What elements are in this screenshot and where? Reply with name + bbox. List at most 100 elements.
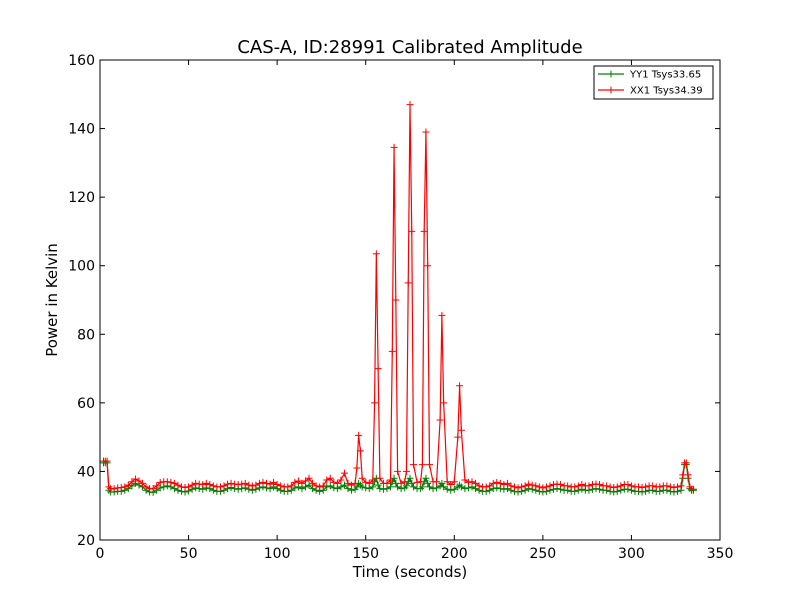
data-point <box>319 482 327 490</box>
data-point <box>121 483 129 491</box>
data-point <box>642 483 650 491</box>
data-point <box>578 480 586 488</box>
data-point <box>376 474 384 482</box>
data-point <box>422 474 430 482</box>
data-point <box>177 483 185 491</box>
data-point <box>525 480 533 488</box>
chart-title: CAS-A, ID:28991 Calibrated Amplitude <box>237 37 582 58</box>
data-point <box>216 483 224 491</box>
data-point <box>390 143 398 151</box>
data-point <box>358 483 366 491</box>
plot-frame <box>99 59 721 541</box>
legend-label: XX1 Tsys34.39 <box>630 86 703 97</box>
data-point <box>394 483 402 491</box>
y-axis-label: Power in Kelvin <box>43 243 61 357</box>
data-point <box>518 483 526 491</box>
data-point <box>532 482 540 490</box>
data-point <box>224 480 232 488</box>
data-point <box>305 481 313 489</box>
data-point <box>417 478 425 486</box>
data-point <box>606 483 614 491</box>
data-point <box>503 479 511 487</box>
legend-label: YY1 Tsys33.65 <box>629 70 701 81</box>
data-point <box>684 471 692 479</box>
x-tick-label: 50 <box>180 546 198 562</box>
y-tick-label: 40 <box>77 464 95 480</box>
data-point <box>156 478 164 486</box>
data-point <box>438 311 446 319</box>
data-point <box>682 459 690 467</box>
data-point <box>535 483 543 491</box>
legend-marker <box>607 70 615 78</box>
data-point <box>206 480 214 488</box>
data-point <box>174 481 182 489</box>
data-point <box>546 482 554 490</box>
x-tick-label: 0 <box>96 546 105 562</box>
data-point <box>440 483 448 491</box>
data-point <box>397 479 405 487</box>
data-point <box>464 478 472 486</box>
data-point <box>418 461 426 469</box>
data-point <box>245 481 253 489</box>
data-point <box>326 482 334 490</box>
data-point <box>248 482 256 490</box>
data-point <box>635 483 643 491</box>
data-point <box>596 480 604 488</box>
y-tick-label: 100 <box>68 259 95 275</box>
data-point <box>521 482 529 490</box>
x-tick-label: 350 <box>707 546 734 562</box>
data-point <box>185 483 193 491</box>
data-point <box>142 483 150 491</box>
data-point <box>557 480 565 488</box>
data-point <box>372 250 380 258</box>
data-point <box>450 478 458 486</box>
data-point <box>284 483 292 491</box>
data-point <box>454 433 462 441</box>
data-point <box>408 479 416 487</box>
data-point <box>255 479 263 487</box>
data-point <box>124 481 132 489</box>
data-point <box>294 477 302 485</box>
data-point <box>472 479 480 487</box>
data-point <box>410 483 418 491</box>
data-point <box>539 484 547 492</box>
data-point <box>610 484 618 492</box>
data-point <box>259 478 267 486</box>
data-point <box>424 479 432 487</box>
data-point <box>323 476 331 484</box>
data-point <box>153 482 161 490</box>
data-point <box>663 482 671 490</box>
data-point <box>369 476 377 484</box>
data-point <box>270 478 278 486</box>
data-point <box>263 479 271 487</box>
data-point <box>238 480 246 488</box>
data-point <box>489 479 497 487</box>
data-point <box>365 479 373 487</box>
ticks-layer: 0 50 100 150 200 250 300 350 20 40 60 80 100 120 140 16… <box>68 53 733 562</box>
data-point <box>638 484 646 492</box>
data-point <box>457 483 465 491</box>
data-point <box>388 347 396 355</box>
data-point <box>330 478 338 486</box>
data-point <box>291 478 299 486</box>
data-point <box>401 478 409 486</box>
legend-entry: XX1 Tsys34.39 <box>598 86 703 97</box>
x-tick-label: 300 <box>618 546 645 562</box>
data-point <box>511 483 519 491</box>
data-point <box>447 480 455 488</box>
data-point <box>413 478 421 486</box>
data-point <box>507 482 515 490</box>
data-point <box>406 474 414 482</box>
data-point <box>440 399 448 407</box>
data-point <box>574 482 582 490</box>
data-point <box>677 482 685 490</box>
data-point <box>220 482 228 490</box>
y-tick-label: 160 <box>68 53 95 69</box>
data-point <box>436 416 444 424</box>
data-point <box>482 483 490 491</box>
data-point <box>420 227 428 235</box>
data-point <box>351 479 359 487</box>
legend-box <box>593 65 714 100</box>
legend-marker <box>607 86 615 94</box>
